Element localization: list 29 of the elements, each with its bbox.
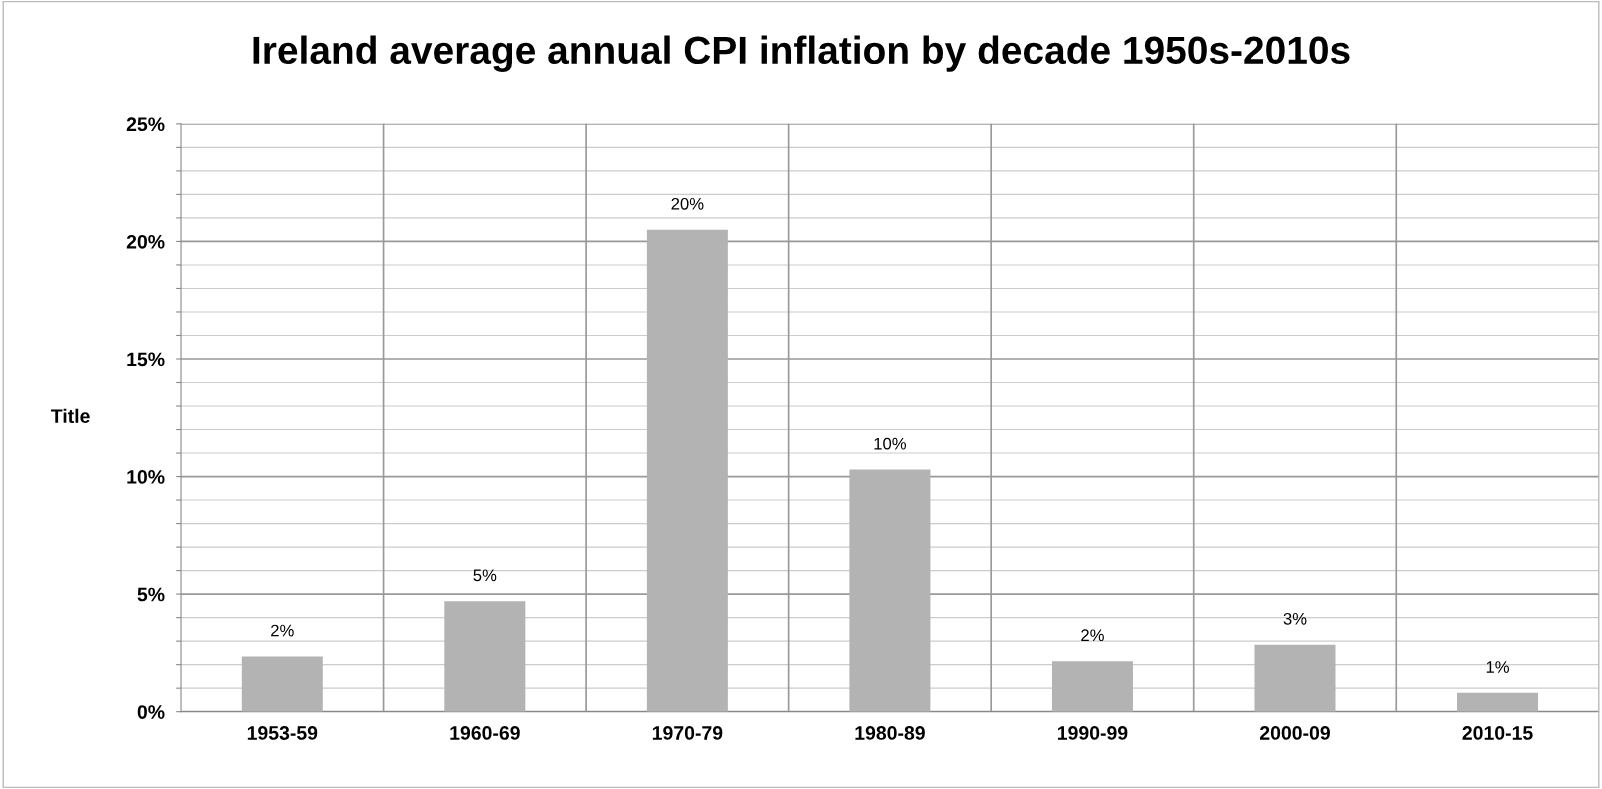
x-tick-label: 2000-09 <box>1259 726 1330 740</box>
x-tick-label: 1953-59 <box>247 726 318 740</box>
data-label: 5% <box>473 569 497 582</box>
x-tick-label: 1980-89 <box>855 726 925 740</box>
data-label: 3% <box>1283 612 1307 625</box>
bar <box>444 601 526 712</box>
x-tick-label: 1960-69 <box>450 726 520 740</box>
chart-title: Ireland average annual CPI inflation by decade 1950s-2010s <box>253 35 1350 72</box>
data-label: 20% <box>671 197 704 210</box>
bar <box>1254 644 1336 712</box>
x-tick-label: 2010-15 <box>1462 726 1533 740</box>
x-tick-label: 1970-79 <box>652 726 723 740</box>
bar <box>646 229 728 712</box>
x-tick-label: 1990-99 <box>1058 726 1128 740</box>
data-label: 2% <box>1081 629 1104 642</box>
y-tick-label: 10% <box>127 470 165 484</box>
y-axis-title: Title <box>50 408 90 423</box>
y-tick-label: 5% <box>137 587 165 602</box>
y-tick-label: 20% <box>126 234 165 249</box>
y-tick-label: 25% <box>126 117 165 132</box>
data-label: 1% <box>1486 661 1509 673</box>
y-tick-label: 15% <box>127 352 165 367</box>
bar <box>1051 661 1133 712</box>
y-tick-label: 0% <box>137 705 165 719</box>
bar <box>849 469 931 712</box>
data-label: 10% <box>874 437 906 450</box>
bar <box>1457 692 1539 712</box>
bar <box>241 656 323 712</box>
data-label: 2% <box>271 624 294 637</box>
